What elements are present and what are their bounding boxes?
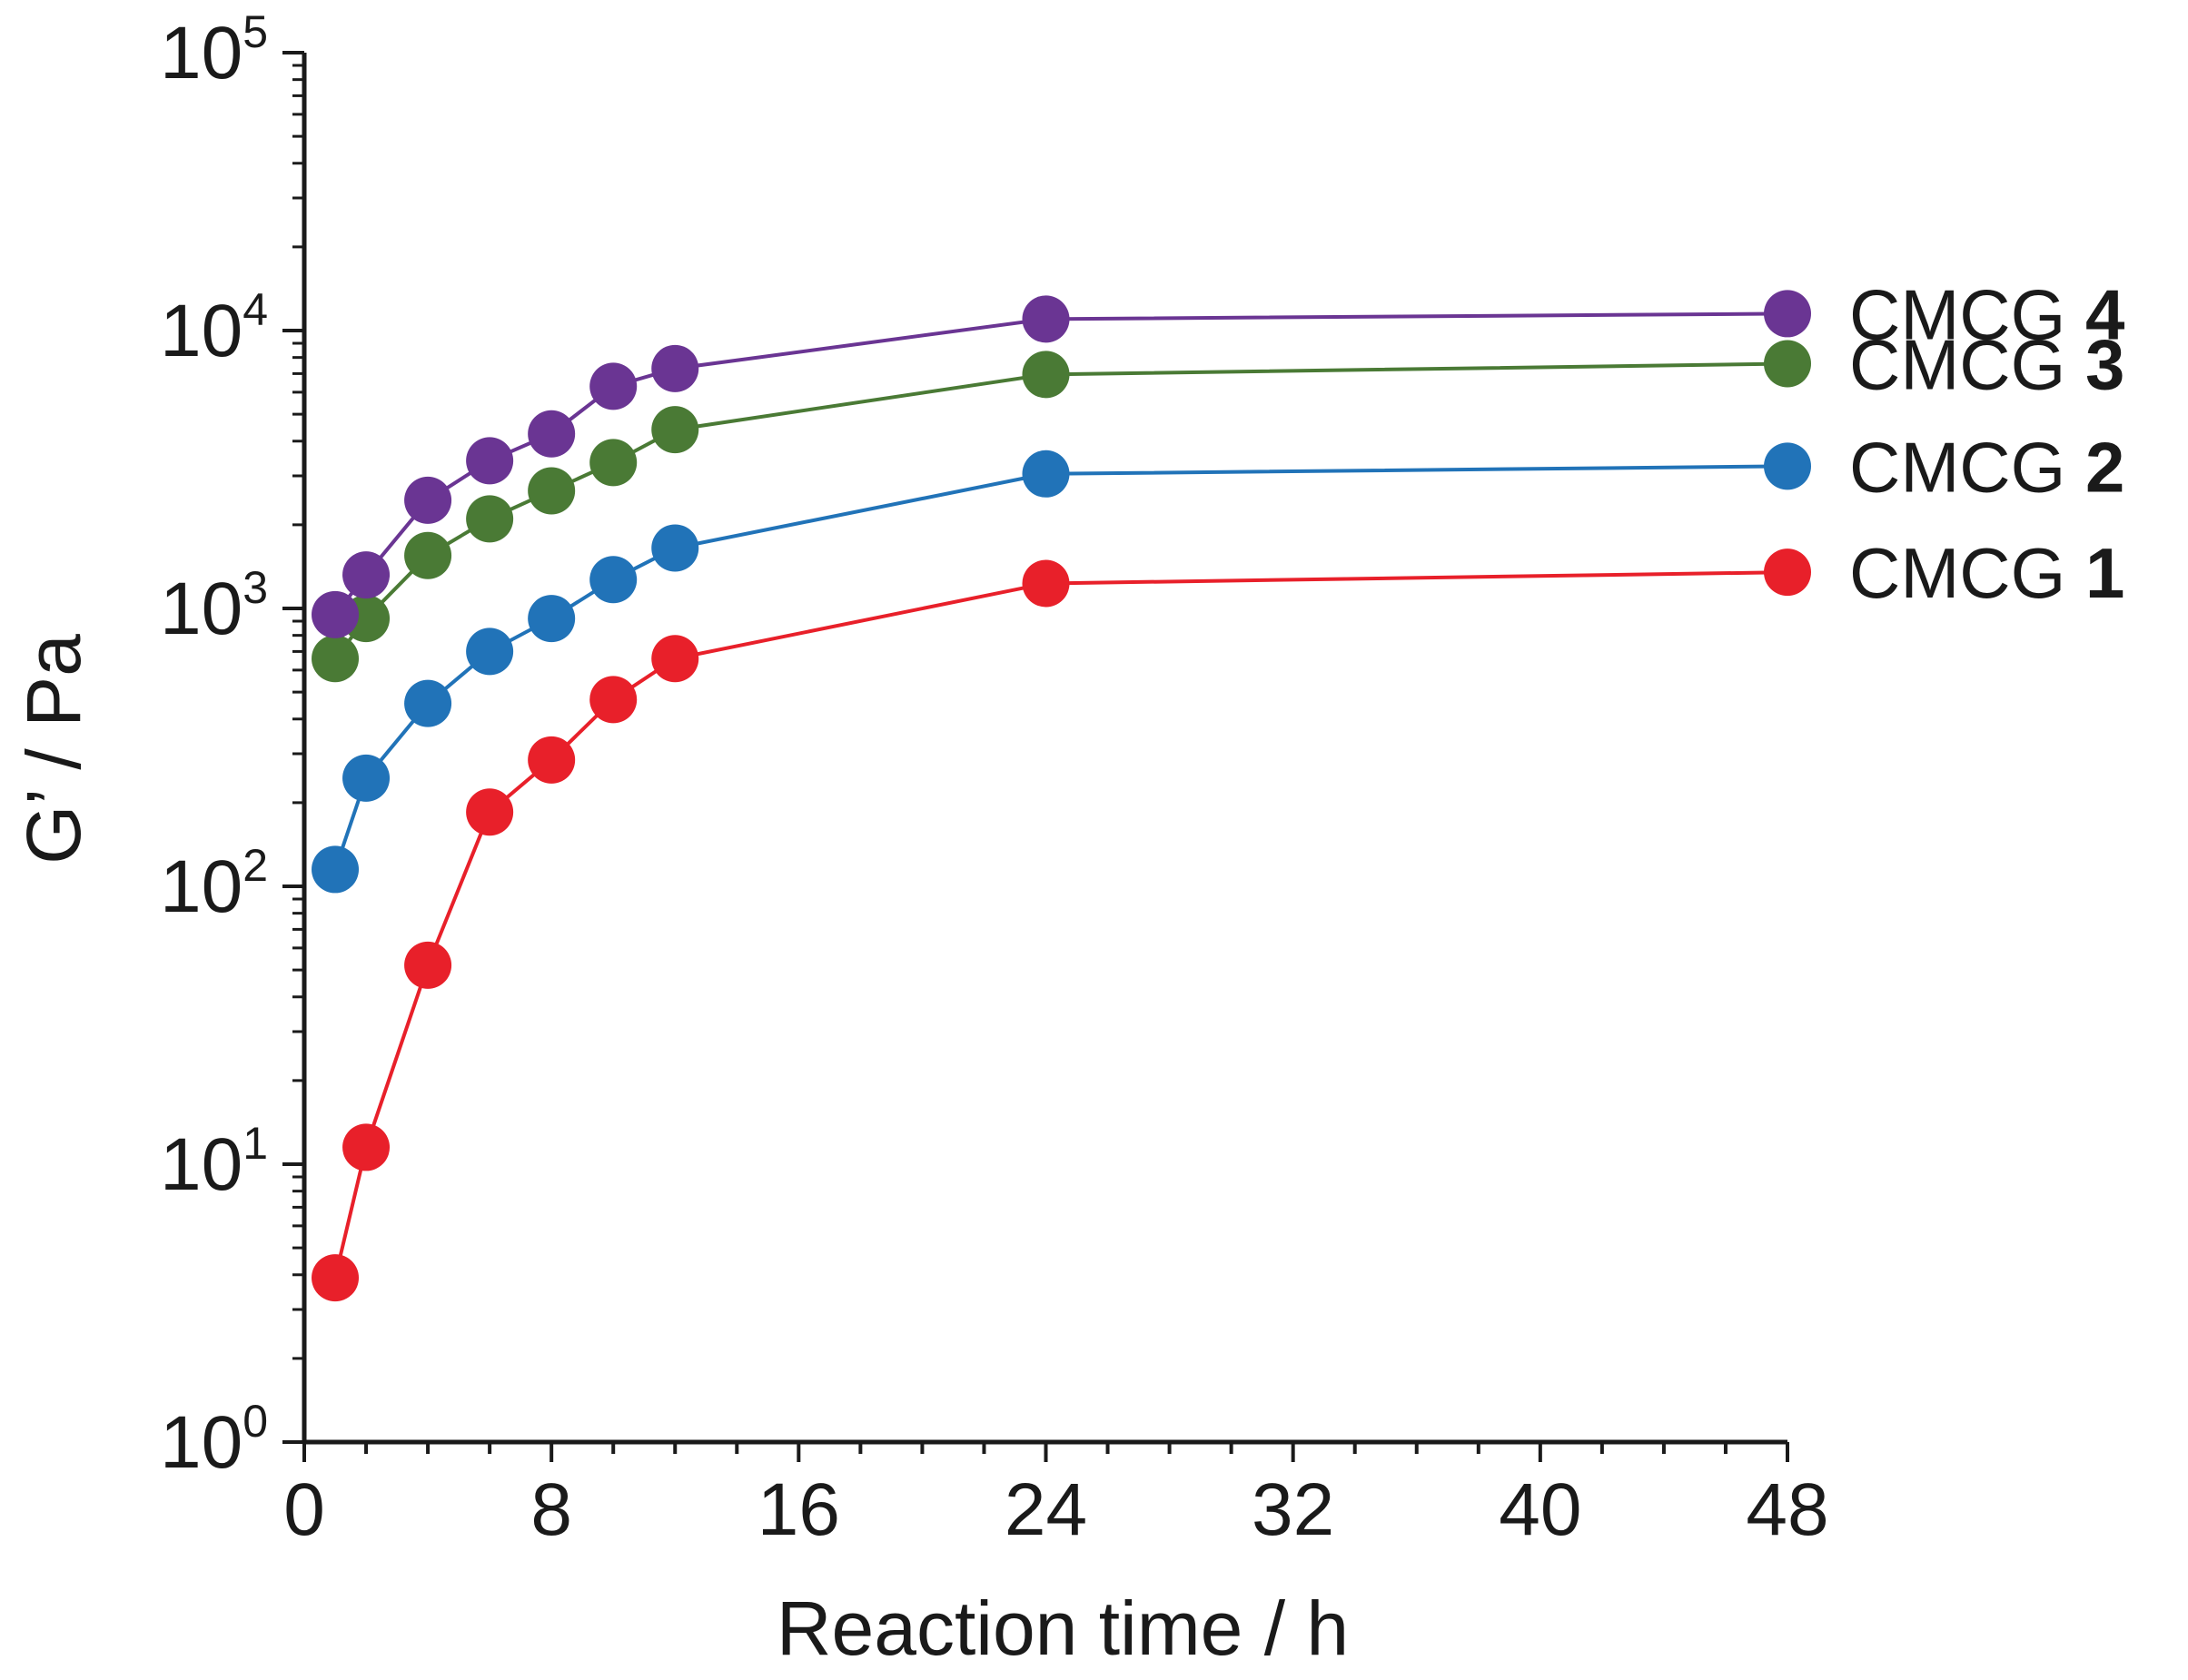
series-label: CMCG 2 (1849, 427, 2124, 507)
data-point (528, 595, 576, 643)
data-point (651, 524, 699, 572)
data-point (404, 941, 452, 989)
y-tick-label: 105 (160, 6, 268, 94)
data-point (466, 437, 514, 485)
data-point (312, 1254, 360, 1302)
data-point (1022, 559, 1070, 608)
series-label: CMCG 1 (1849, 533, 2124, 613)
x-tick-label: 16 (757, 1468, 840, 1551)
data-point (528, 736, 576, 784)
data-point (589, 556, 638, 604)
series-3 (312, 340, 1811, 683)
y-tick-label: 104 (160, 284, 268, 372)
data-point (342, 551, 391, 599)
series-label-prefix: CMCG (1849, 324, 2085, 404)
y-tick-exponent: 0 (243, 1396, 268, 1447)
series-label-prefix: CMCG (1849, 274, 2085, 354)
data-point (466, 788, 514, 836)
data-point (651, 406, 699, 454)
data-point (466, 628, 514, 676)
y-tick-exponent: 3 (243, 562, 268, 613)
data-point (342, 1123, 391, 1171)
y-tick-exponent: 5 (243, 6, 268, 57)
y-tick-exponent: 1 (243, 1118, 268, 1169)
series-4 (312, 290, 1811, 638)
series-label-prefix: CMCG (1849, 427, 2085, 507)
data-point (404, 476, 452, 524)
series-layer (312, 290, 1811, 1302)
data-point (528, 410, 576, 458)
series-label-number: 1 (2085, 533, 2124, 613)
series-line (333, 570, 1788, 1279)
y-tick-label: 100 (160, 1396, 268, 1484)
data-point (1022, 450, 1070, 498)
x-tick-label: 24 (1005, 1468, 1087, 1551)
series-1 (312, 548, 1811, 1302)
data-point (404, 531, 452, 579)
series-line (333, 464, 1788, 871)
data-point (466, 495, 514, 543)
series-2 (312, 442, 1811, 894)
data-point (404, 679, 452, 727)
series-label-number: 3 (2085, 324, 2124, 404)
x-tick-label: 40 (1499, 1468, 1581, 1551)
series-label: CMCG 4 (1849, 274, 2124, 354)
data-point (1764, 340, 1811, 388)
y-tick-exponent: 4 (243, 284, 268, 335)
series-label-prefix: CMCG (1849, 533, 2085, 613)
data-point (589, 362, 638, 410)
data-point (589, 676, 638, 724)
y-tick-exponent: 2 (243, 840, 268, 891)
data-point (312, 590, 360, 638)
x-tick-label: 8 (530, 1468, 572, 1551)
series-label-number: 2 (2085, 427, 2124, 507)
series-label-number: 4 (2085, 274, 2124, 354)
data-point (1764, 548, 1811, 597)
data-point (312, 635, 360, 683)
x-tick-label: 32 (1252, 1468, 1334, 1551)
data-point (589, 439, 638, 487)
data-point (1022, 351, 1070, 399)
x-tick-label: 48 (1746, 1468, 1828, 1551)
data-point (1764, 442, 1811, 490)
y-tick-label: 101 (160, 1118, 268, 1206)
data-point (312, 845, 360, 894)
y-axis-title: G’ / Pa (11, 634, 96, 865)
data-point (1764, 290, 1811, 338)
y-tick-label: 103 (160, 562, 268, 650)
y-tick-label: 102 (160, 840, 268, 928)
data-point (1022, 295, 1070, 343)
x-axis-title: Reaction time / h (777, 1586, 1349, 1671)
series-label: CMCG 3 (1849, 324, 2124, 404)
data-point (528, 467, 576, 515)
x-tick-label: 0 (283, 1468, 325, 1551)
data-point (342, 754, 391, 802)
data-point (651, 344, 699, 392)
data-point (651, 635, 699, 683)
